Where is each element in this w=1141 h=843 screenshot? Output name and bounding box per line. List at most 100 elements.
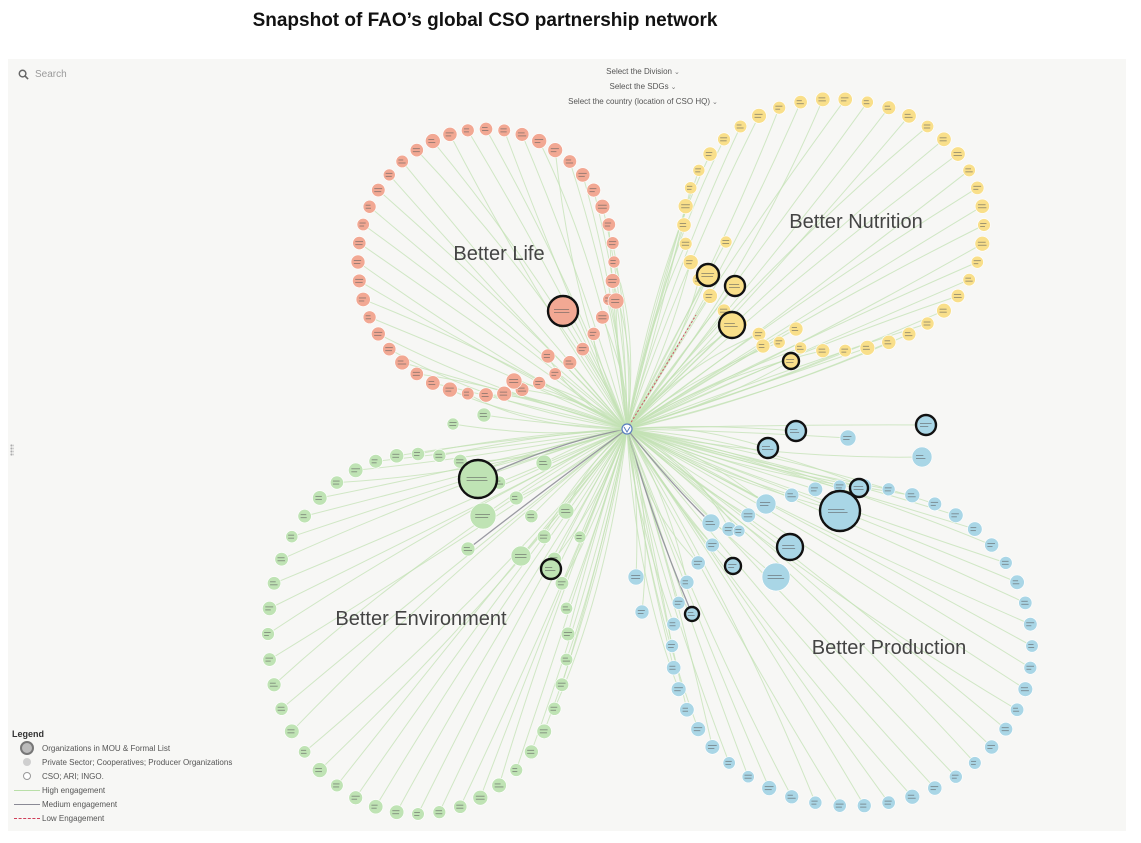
org-node[interactable] — [457, 458, 499, 500]
org-node[interactable] — [348, 790, 363, 805]
org-node[interactable] — [784, 419, 808, 443]
org-node[interactable] — [395, 154, 409, 169]
org-node[interactable] — [554, 576, 569, 591]
org-node[interactable] — [595, 310, 610, 325]
org-node[interactable] — [557, 502, 575, 520]
org-node[interactable] — [695, 262, 721, 288]
org-node[interactable] — [547, 142, 563, 158]
org-node[interactable] — [460, 541, 476, 557]
org-node[interactable] — [974, 198, 990, 214]
org-node[interactable] — [634, 604, 650, 620]
org-node[interactable] — [1025, 639, 1039, 653]
org-node[interactable] — [312, 490, 328, 506]
org-node[interactable] — [683, 605, 701, 623]
org-node[interactable] — [670, 681, 687, 697]
org-node[interactable] — [970, 255, 984, 269]
org-node[interactable] — [859, 340, 876, 356]
org-node[interactable] — [717, 132, 731, 147]
org-node[interactable] — [999, 556, 1013, 570]
org-node[interactable] — [1018, 595, 1033, 610]
org-node[interactable] — [368, 454, 383, 469]
org-node[interactable] — [962, 163, 976, 177]
org-node[interactable] — [496, 385, 512, 402]
org-node[interactable] — [1009, 574, 1025, 590]
org-node[interactable] — [536, 529, 552, 544]
org-node[interactable] — [717, 310, 747, 340]
org-node[interactable] — [839, 429, 857, 447]
org-node[interactable] — [818, 489, 862, 533]
org-node[interactable] — [682, 254, 699, 270]
org-node[interactable] — [479, 122, 493, 136]
org-node[interactable] — [586, 182, 601, 198]
org-node[interactable] — [411, 447, 425, 461]
org-node[interactable] — [901, 108, 917, 124]
org-node[interactable] — [606, 236, 620, 250]
org-node[interactable] — [409, 366, 424, 381]
org-node[interactable] — [838, 344, 852, 358]
sdg-filter[interactable]: Select the SDGs ⌄ — [548, 80, 738, 95]
org-node[interactable] — [756, 436, 780, 460]
org-node[interactable] — [539, 557, 563, 581]
org-node[interactable] — [362, 310, 377, 325]
org-node[interactable] — [442, 127, 458, 142]
org-node[interactable] — [371, 326, 386, 342]
org-node[interactable] — [432, 449, 447, 463]
org-node[interactable] — [702, 288, 718, 304]
org-node[interactable] — [575, 167, 591, 183]
org-node[interactable] — [601, 217, 616, 232]
org-node[interactable] — [984, 537, 1000, 553]
org-node[interactable] — [723, 556, 743, 576]
org-node[interactable] — [857, 798, 872, 813]
org-node[interactable] — [772, 101, 786, 115]
org-node[interactable] — [560, 601, 573, 615]
org-node[interactable] — [665, 639, 679, 653]
division-filter[interactable]: Select the Division ⌄ — [548, 65, 738, 80]
org-node[interactable] — [755, 493, 777, 515]
org-node[interactable] — [936, 131, 952, 147]
org-node[interactable] — [807, 481, 823, 497]
country-filter[interactable]: Select the country (location of CSO HQ) ⌄ — [548, 95, 738, 110]
org-node[interactable] — [472, 789, 489, 806]
org-node[interactable] — [491, 777, 507, 794]
org-node[interactable] — [761, 780, 777, 796]
org-node[interactable] — [901, 326, 917, 342]
org-node[interactable] — [950, 288, 965, 304]
org-node[interactable] — [432, 805, 447, 819]
org-node[interactable] — [298, 745, 312, 759]
org-node[interactable] — [832, 798, 847, 813]
org-node[interactable] — [761, 562, 791, 592]
org-node[interactable] — [575, 342, 590, 357]
org-node[interactable] — [723, 274, 747, 298]
org-node[interactable] — [548, 367, 562, 381]
org-node[interactable] — [510, 545, 532, 567]
org-node[interactable] — [389, 448, 405, 464]
org-node[interactable] — [1010, 702, 1025, 717]
org-node[interactable] — [560, 626, 576, 642]
org-node[interactable] — [382, 168, 396, 182]
org-node[interactable] — [261, 627, 275, 641]
org-node[interactable] — [815, 343, 831, 358]
org-node[interactable] — [469, 502, 497, 530]
org-node[interactable] — [692, 164, 706, 177]
org-node[interactable] — [607, 292, 625, 310]
org-node[interactable] — [442, 381, 458, 398]
org-node[interactable] — [775, 532, 805, 562]
org-node[interactable] — [409, 143, 424, 158]
org-node[interactable] — [704, 739, 720, 755]
org-node[interactable] — [677, 198, 694, 214]
network-graph[interactable]: Better Life Better Nutrition Better Envi… — [8, 59, 1126, 831]
org-node[interactable] — [793, 95, 808, 110]
org-node[interactable] — [266, 677, 282, 692]
org-node[interactable] — [262, 652, 277, 667]
org-node[interactable] — [559, 653, 574, 667]
org-node[interactable] — [1017, 681, 1033, 697]
org-node[interactable] — [532, 376, 546, 390]
org-node[interactable] — [733, 119, 748, 134]
org-node[interactable] — [1023, 617, 1038, 632]
org-node[interactable] — [676, 217, 692, 233]
org-node[interactable] — [690, 721, 706, 737]
org-node[interactable] — [594, 199, 611, 215]
org-node[interactable] — [666, 660, 682, 676]
org-node[interactable] — [740, 507, 756, 523]
org-node[interactable] — [948, 769, 963, 784]
